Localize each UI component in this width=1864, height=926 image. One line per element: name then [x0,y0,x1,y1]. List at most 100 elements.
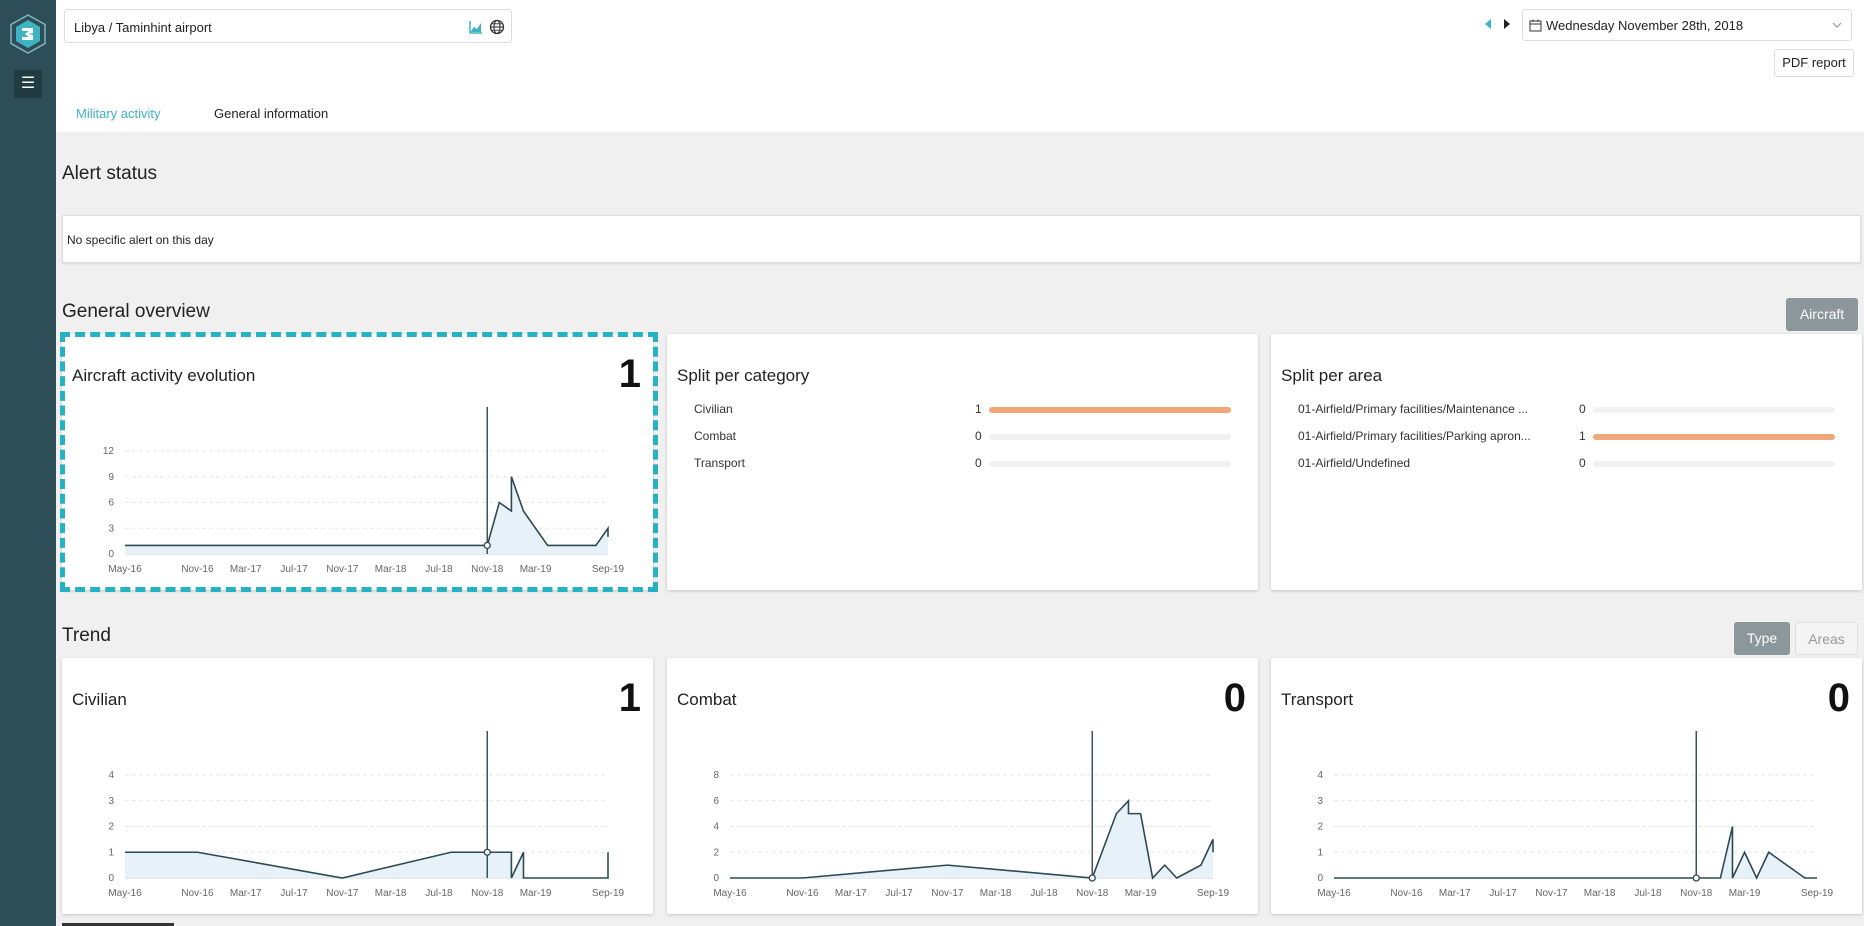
series-line [125,476,609,547]
card-count: 0 [1827,676,1850,720]
x-tick-label: Sep-19 [1801,888,1834,899]
y-tick-label: 4 [1317,770,1323,781]
card-count: 0 [1223,676,1246,720]
x-tick-label: May-16 [108,564,142,575]
card-count: 1 [618,352,641,396]
scroll-indicator [62,923,174,926]
x-tick-label: Jul-18 [425,888,453,899]
x-tick-label: Nov-16 [1390,888,1423,899]
series-area [125,852,608,878]
alert-message: No specific alert on this day [67,233,214,247]
split-row-label: Civilian [694,402,733,416]
civilian-trend-card: Civilian 1 0 1 2 3 4 May-16 Nov-16 Mar-17 Jul-17… [62,658,653,914]
split-row-value: 1 [1579,429,1586,443]
combat-trend-card: Combat 0 0 2 4 6 8 May-16 Nov-16 Mar-17 Jul-17 No… [667,658,1258,914]
split-bar-fill [989,407,1231,413]
series-area [730,800,1213,878]
y-tick-label: 1 [1317,847,1323,858]
transport-chart: 0 1 2 3 4 May-16 Nov-16 Mar-17 Jul-17 Nov-17 Mar-1… [1317,731,1834,899]
y-tick-label: 2 [1317,822,1323,833]
y-tick-label: 6 [108,498,114,509]
y-tick-label: 3 [1317,796,1323,807]
tab-general-information[interactable]: General information [214,106,329,121]
y-tick-label: 0 [713,873,719,884]
x-tick-label: Nov-18 [1680,888,1713,899]
general-overview-heading: General overview [62,301,210,322]
app-logo-icon[interactable] [8,14,48,54]
globe-icon[interactable] [489,19,505,35]
split-bar-track [1593,407,1835,413]
x-tick-label: Nov-17 [326,564,359,575]
split-per-area-card: Split per area 01-Airfield/Primary facil… [1271,334,1862,590]
x-tick-label: Nov-18 [1076,888,1109,899]
series-area [125,476,608,554]
x-tick-label: Nov-16 [786,888,819,899]
x-tick-label: Jul-17 [280,888,308,899]
header: Libya / Taminhint airport Wednesday Nove… [56,0,1864,132]
split-row-label: Combat [694,429,737,443]
y-tick-label: 0 [108,549,114,560]
series-line [125,851,609,879]
card-title: Civilian [72,690,127,709]
calendar-icon [1529,19,1542,32]
split-bar-track [1593,461,1835,467]
split-row-value: 0 [975,456,982,470]
chart-icon[interactable] [468,19,484,35]
y-tick-label: 4 [713,822,719,833]
y-tick-label: 4 [108,770,114,781]
card-title: Split per area [1281,366,1383,385]
x-tick-label: May-16 [1317,888,1351,899]
tab-military-activity[interactable]: Military activity [76,106,161,121]
x-tick-label: Nov-18 [471,564,504,575]
y-tick-label: 3 [108,796,114,807]
date-selector[interactable]: Wednesday November 28th, 2018 [1522,9,1852,41]
split-row-label: Transport [694,456,745,470]
x-tick-label: Jul-17 [280,564,308,575]
x-tick-label: Mar-18 [375,888,407,899]
location-field[interactable]: Libya / Taminhint airport [64,9,512,43]
y-tick-label: 1 [108,847,114,858]
y-tick-label: 0 [108,873,114,884]
card-count: 1 [618,676,641,720]
x-tick-label: Sep-19 [1197,888,1230,899]
card-title: Split per category [677,366,810,385]
y-tick-label: 12 [103,446,115,457]
type-toggle-button[interactable]: Type [1734,622,1790,655]
x-tick-label: Nov-17 [931,888,964,899]
areas-toggle-button[interactable]: Areas [1795,622,1858,655]
aircraft-activity-card: Aircraft activity evolution 1 0 3 6 9 12 May-… [62,334,653,590]
split-bar-track [1593,434,1835,440]
transport-trend-card: Transport 0 0 1 2 3 4 May-16 Nov-16 Mar-17 Jul-1… [1271,658,1862,914]
aircraft-toggle-button[interactable]: Aircraft [1786,298,1858,331]
previous-day-icon[interactable] [1483,17,1493,31]
split-bar-track [989,434,1231,440]
x-tick-label: Mar-19 [1729,888,1761,899]
pdf-report-button[interactable]: PDF report [1774,49,1854,77]
split-row-value: 1 [975,402,982,416]
split-row-label: 01-Airfield/Undefined [1298,456,1411,470]
y-tick-label: 2 [713,847,719,858]
alert-box: No specific alert on this day [62,215,1861,263]
next-day-icon[interactable] [1502,17,1512,31]
split-bar-track [989,461,1231,467]
x-tick-label: Sep-19 [592,564,625,575]
x-tick-label: Jul-18 [1634,888,1662,899]
card-title: Transport [1281,690,1354,709]
date-text: Wednesday November 28th, 2018 [1546,18,1744,33]
y-tick-label: 9 [108,472,114,483]
sidebar: ☰ [0,0,56,926]
x-tick-label: Mar-17 [230,888,262,899]
x-tick-label: Nov-18 [471,888,504,899]
x-tick-label: Jul-17 [1489,888,1517,899]
x-tick-label: Mar-18 [375,564,407,575]
hamburger-menu-icon[interactable]: ☰ [14,70,42,98]
x-tick-label: Mar-17 [1439,888,1471,899]
y-tick-label: 6 [713,796,719,807]
current-date-marker [483,541,491,550]
split-per-category-card: Split per category Civilian 1 Combat 0 Trans… [667,334,1258,590]
split-row-value: 0 [1579,456,1586,470]
civilian-chart: 0 1 2 3 4 May-16 Nov-16 Mar-17 Jul-17 Nov-17 Mar-1… [108,731,625,899]
trend-heading: Trend [62,625,111,646]
split-row-value: 0 [1579,402,1586,416]
x-tick-label: Mar-19 [520,564,552,575]
